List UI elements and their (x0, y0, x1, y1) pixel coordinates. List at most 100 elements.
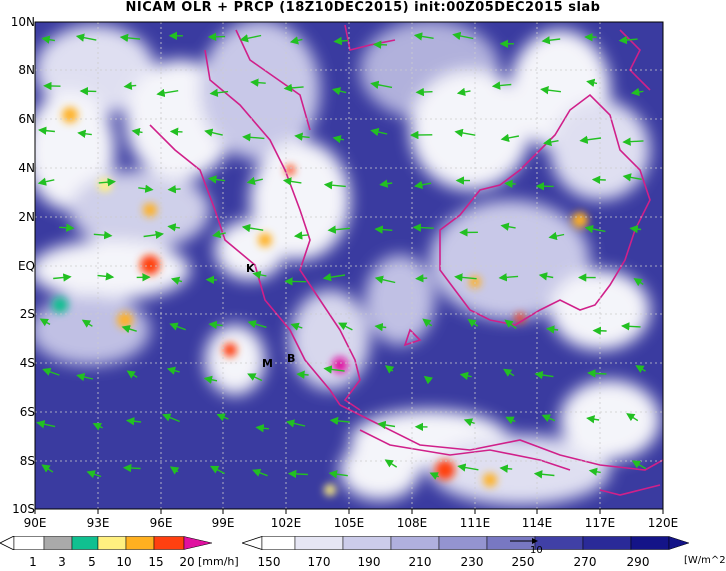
wind-arrow (39, 318, 51, 327)
wind-arrow (212, 229, 226, 239)
wind-arrow (38, 126, 55, 135)
wind-arrow (121, 325, 137, 334)
wind-arrow (377, 420, 396, 430)
wind-arrow (592, 326, 607, 335)
lon-label-111e: 111E (459, 516, 491, 530)
wind-arrow (123, 81, 137, 91)
wind-arrow (41, 35, 56, 44)
wind-arrow (504, 179, 516, 189)
wind-arrow (579, 135, 602, 144)
wind-arrow (216, 413, 229, 422)
wind-arrow (252, 270, 267, 279)
wind-arrow (415, 274, 428, 283)
wind-arrow (36, 420, 56, 429)
wind-arrow (143, 230, 164, 240)
wind-arrow (635, 365, 646, 373)
wind-arrow (454, 273, 477, 282)
wind-arrow (138, 184, 154, 193)
lon-label-114e: 114E (521, 516, 553, 530)
wind-arrow (247, 373, 263, 382)
wind-arrow (500, 222, 516, 231)
wind-arrow (467, 318, 479, 328)
wind-arrow (384, 365, 395, 374)
wind-arrow (126, 370, 138, 379)
grid-lines (35, 22, 663, 509)
wind-arrow (452, 31, 474, 41)
wind-arrow (296, 370, 309, 379)
wind-arrow (546, 325, 559, 334)
lat-label-4s: 4S (19, 356, 35, 370)
wind-arrow (412, 223, 434, 232)
wind-arrow (333, 36, 349, 46)
lon-label-96e: 96E (149, 516, 173, 530)
wind-arrow (633, 278, 644, 287)
wind-arrow (591, 175, 606, 184)
wind-arrow (239, 34, 262, 43)
lat-label-6s: 6S (19, 405, 35, 419)
precipitation-cells (52, 107, 588, 496)
precip-level-15: 15 (148, 555, 164, 569)
wind-arrow (622, 173, 642, 182)
wind-arrow (457, 463, 479, 472)
wind-arrow (323, 365, 345, 374)
wind-arrow (423, 375, 434, 385)
wind-arrow (53, 273, 72, 282)
wind-arrow (93, 230, 113, 240)
wind-arrow (454, 128, 476, 138)
lat-label-eq: EQ (17, 259, 35, 273)
wind-arrow (429, 472, 439, 480)
lat-label-8n: 8N (18, 63, 35, 77)
olr-level-270: 270 (573, 555, 597, 569)
wind-arrow (586, 78, 598, 87)
wind-arrow (131, 127, 143, 137)
wind-arrow (327, 225, 351, 234)
wind-arrow (456, 87, 471, 97)
lon-label-105e: 105E (333, 516, 365, 530)
lat-label-10s: 10S (12, 502, 35, 516)
wind-arrow (166, 366, 180, 375)
wind-arrow (548, 231, 565, 241)
wind-arrow (209, 88, 229, 97)
olr-level-290: 290 (626, 555, 650, 569)
wind-arrow (541, 36, 561, 45)
wind-arrow (622, 137, 644, 146)
wind-arrow (97, 272, 115, 281)
lon-label-99e: 99E (211, 516, 235, 530)
wind-arrow (290, 322, 303, 331)
wind-arrow (538, 272, 554, 281)
wind-arrow (204, 128, 223, 137)
wind-arrow (543, 137, 559, 147)
precip-level-20: 20 (179, 555, 195, 569)
axis-ticks (34, 509, 664, 514)
olr-level-250: 250 (511, 555, 535, 569)
plot-area (35, 22, 663, 509)
wind-arrow (169, 322, 186, 331)
olr-colorbar (242, 536, 690, 550)
precip-colorbar (0, 536, 213, 550)
wind-arrow (379, 179, 393, 188)
wind-arrow (384, 459, 398, 468)
wind-arrow (370, 127, 388, 137)
wind-arrow (338, 322, 353, 331)
wind-arrow (156, 88, 179, 98)
wind-arrow (459, 371, 472, 381)
wind-arrow (500, 133, 520, 143)
wind-arrow (98, 177, 116, 187)
wind-arrow (251, 468, 268, 477)
precip-unit: [mm/h] (198, 555, 239, 568)
wind-arrow (584, 224, 606, 234)
wind-arrow (586, 415, 600, 424)
olr-level-170: 170 (307, 555, 331, 569)
olr-level-230: 230 (460, 555, 484, 569)
olr-unit: [W/m^2] (684, 555, 726, 566)
wind-arrow (289, 36, 303, 45)
wind-arrow (328, 470, 348, 479)
wind-arrow (491, 81, 512, 90)
place-label-m: M (262, 357, 273, 370)
olr-level-150: 150 (257, 555, 281, 569)
lat-label-2n: 2N (18, 210, 35, 224)
wind-arrow (618, 35, 638, 45)
wind-arrow (119, 33, 141, 43)
wind-arrow (92, 422, 103, 431)
lat-label-2s: 2S (19, 307, 35, 321)
